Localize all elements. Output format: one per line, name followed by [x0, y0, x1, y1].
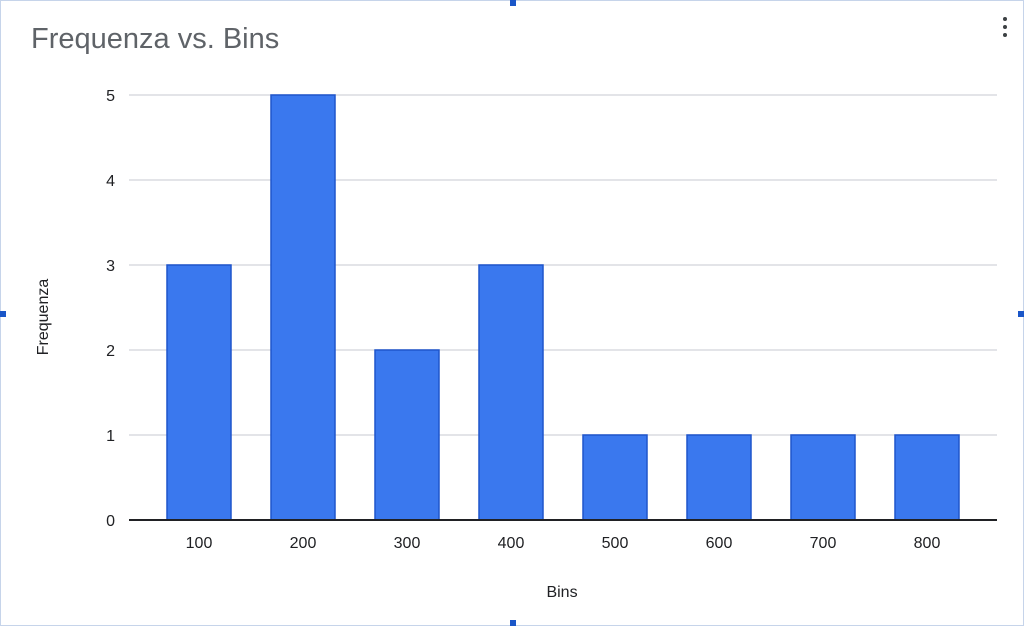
bars	[166, 94, 960, 521]
y-tick-label: 2	[106, 343, 115, 360]
x-tick-label: 700	[810, 535, 837, 552]
x-tick-label: 100	[186, 535, 213, 552]
resize-handle-top[interactable]	[510, 0, 516, 6]
y-axis-title: Frequenza	[35, 279, 52, 356]
x-tick-label: 200	[290, 535, 317, 552]
chart-title: Frequenza vs. Bins	[31, 23, 280, 55]
bar	[374, 349, 440, 521]
y-tick-label: 3	[106, 258, 115, 275]
bar	[478, 264, 544, 521]
x-tick-label: 800	[914, 535, 941, 552]
resize-handle-right[interactable]	[1018, 311, 1024, 317]
bar	[166, 264, 232, 521]
bar	[582, 434, 648, 521]
x-tick-label: 300	[394, 535, 421, 552]
tick-labels: 0 1 2 3 4 5 100 200 300 400 500 600 700 800	[106, 88, 940, 552]
x-tick-label: 400	[498, 535, 525, 552]
bar	[270, 94, 336, 521]
x-tick-label: 500	[602, 535, 629, 552]
y-tick-label: 4	[106, 173, 115, 190]
x-axis-title: Bins	[546, 584, 577, 601]
bar	[686, 434, 752, 521]
y-tick-label: 0	[106, 513, 115, 530]
gridlines	[129, 94, 997, 436]
x-tick-label: 600	[706, 535, 733, 552]
bar	[894, 434, 960, 521]
bar	[790, 434, 856, 521]
resize-handle-left[interactable]	[0, 311, 6, 317]
resize-handle-bottom[interactable]	[510, 620, 516, 626]
y-tick-label: 1	[106, 428, 115, 445]
y-tick-label: 5	[106, 88, 115, 105]
more-vert-icon[interactable]	[995, 13, 1015, 41]
